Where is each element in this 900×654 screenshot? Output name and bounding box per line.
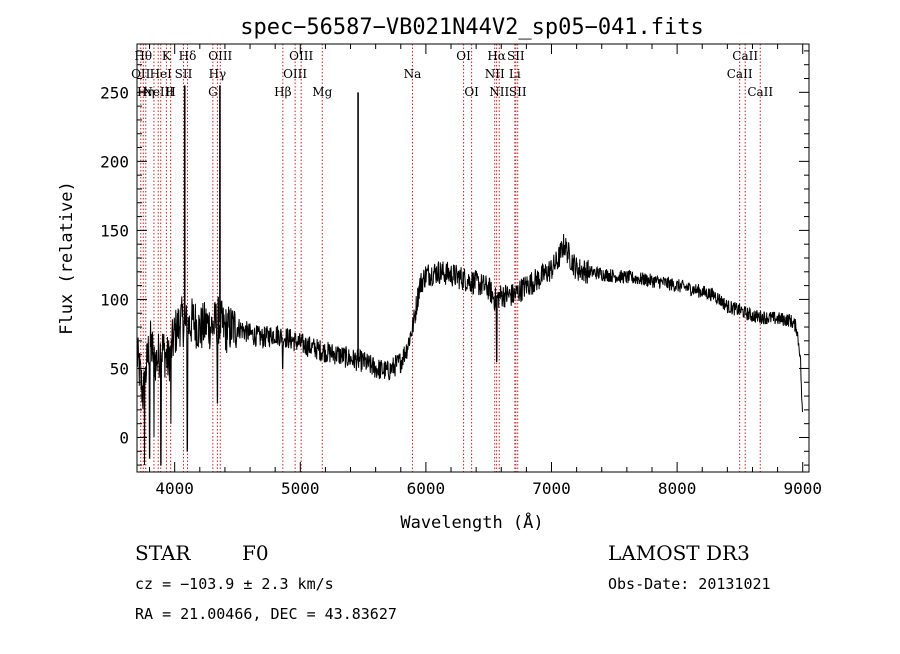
emission-line-label: SII: [509, 85, 527, 99]
emission-line-label: Hθ: [134, 49, 152, 63]
object-class: STAR: [135, 541, 191, 565]
x-tick-label: 4000: [155, 479, 194, 498]
y-axis-ticks: 0 50 100 150 200 250: [100, 50, 809, 466]
x-tick-label: 7000: [532, 479, 571, 498]
spectrum-line: [136, 233, 803, 466]
emission-line-label: Hγ: [209, 67, 227, 81]
emission-line-label: NII: [485, 67, 505, 81]
emission-line-label: HeI: [150, 67, 173, 81]
redshift-value: cz = −103.9 ± 2.3 km/s: [135, 575, 334, 593]
emission-line-label: Hα: [487, 49, 506, 63]
y-tick-label: 200: [100, 152, 129, 171]
emission-line-label: Mg: [312, 85, 332, 99]
emission-line-label: SII: [507, 49, 525, 63]
x-axis-ticks: 4000 5000 6000 7000 8000 9000: [149, 44, 822, 498]
emission-line-label: OII: [131, 67, 151, 81]
emission-line-label: Hβ: [274, 85, 291, 99]
coordinates: RA = 21.00466, DEC = 43.83627: [135, 605, 397, 623]
obs-date: Obs-Date: 20131021: [608, 575, 771, 593]
emission-line-markers: [140, 44, 761, 472]
emission-line-label: OI: [456, 49, 471, 63]
emission-line-label: CaII: [727, 67, 753, 81]
emission-line-label: OIII: [208, 49, 232, 63]
x-axis-label: Wavelength (Å): [400, 511, 543, 533]
emission-line-label: Li: [509, 67, 521, 81]
emission-line-label: H: [165, 85, 175, 99]
emission-line-label: OI: [464, 85, 479, 99]
emission-line-label: NII: [489, 85, 509, 99]
emission-line-label: OIII: [289, 49, 313, 63]
emission-line-label: SII: [175, 67, 193, 81]
emission-line-label: CaII: [732, 49, 758, 63]
emission-line-label: NeIII: [142, 85, 174, 99]
survey-name: LAMOST DR3: [608, 541, 750, 565]
y-tick-label: 150: [100, 221, 129, 240]
y-tick-label: 0: [119, 428, 129, 447]
emission-line-label: K: [162, 49, 172, 63]
plot-frame: [136, 43, 810, 473]
chart-title: spec−56587−VB021N44V2_sp05−041.fits: [240, 15, 704, 40]
spectrum-series: [136, 85, 803, 466]
y-axis-label: Flux (relative): [57, 181, 77, 335]
x-tick-label: 9000: [783, 479, 822, 498]
x-tick-label: 6000: [407, 479, 446, 498]
x-tick-label: 8000: [658, 479, 697, 498]
emission-line-label: Na: [404, 67, 422, 81]
y-tick-label: 50: [110, 359, 129, 378]
emission-line-labels: OIIHθHηNeIIIHeIKHSIIHδGHγOIIIHβOIIIOIIIM…: [131, 49, 773, 99]
object-subclass: F0: [242, 541, 269, 565]
emission-line-label: OIII: [283, 67, 307, 81]
emission-line-label: Hδ: [179, 49, 197, 63]
y-tick-label: 250: [100, 83, 129, 102]
emission-line-label: G: [208, 85, 218, 99]
x-tick-label: 5000: [281, 479, 320, 498]
emission-line-label: CaII: [747, 85, 773, 99]
y-tick-label: 100: [100, 290, 129, 309]
